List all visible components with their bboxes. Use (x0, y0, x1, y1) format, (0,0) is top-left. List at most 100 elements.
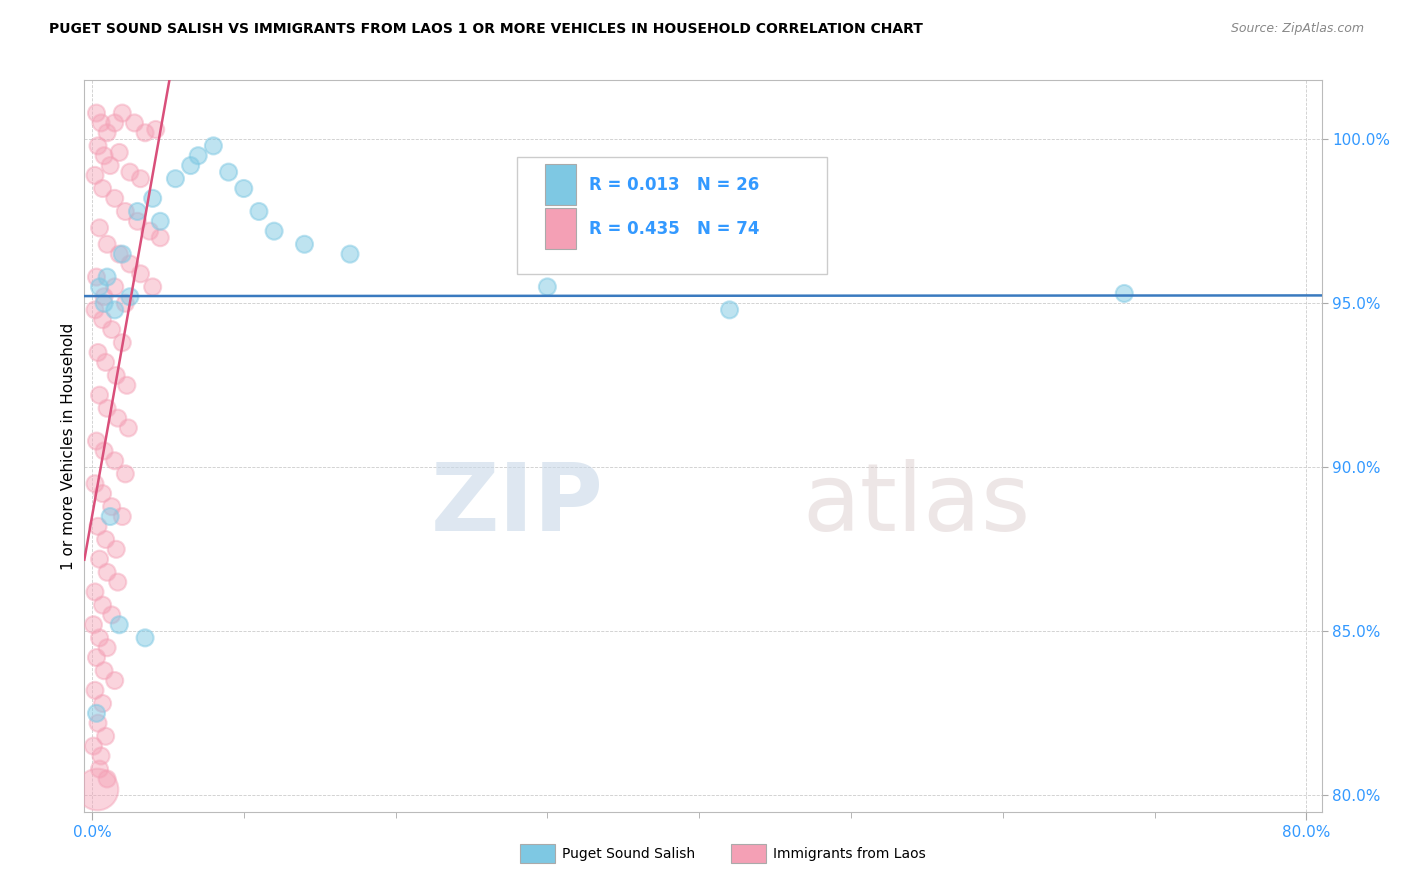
Point (142, 280, 165, 294)
Point (94, 355, 117, 369)
Point (91, 312, 114, 326)
Point (104, 191, 127, 205)
Point (111, 247, 134, 261)
Text: ZIP: ZIP (432, 458, 605, 550)
Text: Immigrants from Laos: Immigrants from Laos (773, 847, 927, 861)
Point (232, 181, 254, 195)
Point (86, 434, 108, 448)
Point (104, 673, 127, 688)
Point (536, 280, 558, 294)
Point (96, 237, 118, 252)
Point (1114, 286, 1136, 301)
Point (93, 664, 115, 678)
Point (127, 214, 149, 228)
Point (90, 748, 112, 763)
Point (91, 181, 114, 195)
Point (263, 224, 285, 238)
Point (124, 116, 146, 130)
Point (111, 106, 134, 120)
Point (339, 247, 361, 261)
Point (114, 467, 136, 481)
Point (108, 247, 131, 261)
Point (93, 444, 115, 458)
Point (115, 378, 138, 392)
Point (105, 368, 128, 383)
Point (87, 716, 110, 731)
Point (93, 296, 115, 310)
Point (138, 224, 160, 238)
Point (187, 149, 209, 163)
Point (84, 683, 107, 698)
Text: R = 0.013   N = 26: R = 0.013 N = 26 (589, 176, 759, 194)
Point (96, 270, 118, 285)
Point (114, 296, 136, 310)
Point (118, 165, 141, 179)
Point (96, 401, 118, 416)
Point (89, 388, 111, 402)
Point (117, 421, 139, 435)
Point (165, 171, 187, 186)
FancyBboxPatch shape (544, 209, 575, 249)
Point (108, 145, 131, 160)
Point (118, 257, 141, 271)
Point (129, 171, 152, 186)
Point (96, 772, 118, 786)
Point (104, 302, 127, 317)
Point (100, 322, 122, 336)
Point (93, 149, 115, 163)
Point (82, 617, 104, 632)
Point (84, 585, 107, 599)
Point (84, 302, 107, 317)
Point (94, 533, 117, 547)
Point (86, 106, 108, 120)
Point (86, 650, 108, 665)
Point (218, 165, 240, 179)
FancyBboxPatch shape (544, 164, 575, 204)
Point (87, 519, 110, 533)
Point (107, 575, 129, 590)
Point (89, 762, 111, 776)
Point (91, 598, 114, 612)
Point (89, 631, 111, 645)
Point (86, 270, 108, 285)
Point (89, 220, 111, 235)
Point (91, 697, 114, 711)
Point (104, 116, 127, 130)
Point (107, 411, 129, 425)
Point (127, 204, 149, 219)
Point (84, 169, 107, 183)
Point (91, 486, 114, 500)
Point (86, 781, 108, 796)
Point (108, 617, 131, 632)
Y-axis label: 1 or more Vehicles in Household: 1 or more Vehicles in Household (60, 322, 76, 570)
Point (180, 159, 202, 173)
Text: atlas: atlas (801, 458, 1031, 550)
Text: PUGET SOUND SALISH VS IMMIGRANTS FROM LAOS 1 OR MORE VEHICLES IN HOUSEHOLD CORRE: PUGET SOUND SALISH VS IMMIGRANTS FROM LA… (49, 22, 924, 37)
Point (82, 739, 104, 753)
Point (100, 500, 122, 514)
Point (134, 631, 156, 645)
Point (149, 214, 172, 228)
Point (96, 640, 118, 655)
Text: R = 0.435   N = 74: R = 0.435 N = 74 (589, 219, 759, 238)
Point (90, 116, 112, 130)
FancyBboxPatch shape (517, 157, 827, 274)
Point (84, 476, 107, 491)
Point (129, 267, 152, 281)
Point (87, 345, 110, 359)
Point (96, 566, 118, 580)
Text: Source: ZipAtlas.com: Source: ZipAtlas.com (1230, 22, 1364, 36)
Point (87, 139, 110, 153)
Text: Puget Sound Salish: Puget Sound Salish (562, 847, 696, 861)
Point (89, 552, 111, 566)
Point (134, 126, 156, 140)
Point (718, 302, 741, 317)
Point (114, 204, 136, 219)
Point (89, 280, 111, 294)
Point (96, 126, 118, 140)
Point (111, 509, 134, 524)
Point (98, 159, 121, 173)
Point (142, 191, 165, 205)
Point (94, 729, 117, 743)
Point (294, 237, 316, 252)
